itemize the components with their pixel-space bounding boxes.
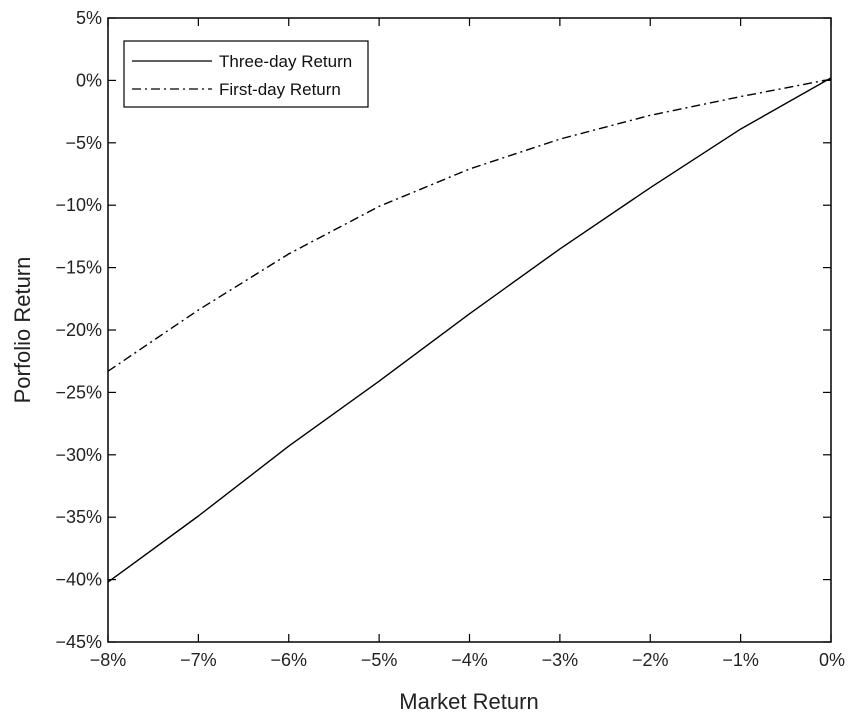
x-tick-label: −4%: [451, 650, 488, 670]
y-tick-label: −15%: [55, 258, 102, 278]
legend-label-three-day: Three-day Return: [219, 52, 352, 71]
y-tick-label: −20%: [55, 320, 102, 340]
y-tick-label: −30%: [55, 445, 102, 465]
x-tick-label: −3%: [542, 650, 579, 670]
legend: Three-day Return First-day Return: [123, 40, 369, 108]
y-tick-label: −5%: [65, 133, 102, 153]
y-tick-label: −40%: [55, 570, 102, 590]
series-line-three-day-return: [107, 77, 832, 583]
x-tick-label: −6%: [270, 650, 307, 670]
series-layer: [107, 77, 832, 583]
y-tick-label: −10%: [55, 195, 102, 215]
x-axis: −8% −7% −6% −5% −4% −3% −2% −1% 0%: [90, 18, 845, 670]
legend-label-first-day: First-day Return: [219, 80, 341, 99]
x-tick-label: −8%: [90, 650, 127, 670]
x-tick-label: −2%: [632, 650, 669, 670]
y-tick-label: −45%: [55, 632, 102, 652]
x-tick-label: −1%: [722, 650, 759, 670]
legend-box: [123, 40, 369, 108]
x-tick-label: 0%: [819, 650, 845, 670]
series-line-first-day-return: [107, 78, 832, 372]
y-axis: 5% 0% −5% −10% −15% −20% −25% −30% −35% −40% −45%: [55, 8, 831, 652]
plot-area: [107, 17, 832, 643]
y-axis-title: Porfolio Return: [10, 257, 35, 404]
y-tick-label: 5%: [76, 8, 102, 28]
y-tick-label: −25%: [55, 382, 102, 402]
y-tick-label: 0%: [76, 70, 102, 90]
x-axis-title: Market Return: [399, 689, 538, 714]
x-tick-label: −5%: [361, 650, 398, 670]
x-tick-label: −7%: [180, 650, 217, 670]
y-tick-label: −35%: [55, 507, 102, 527]
